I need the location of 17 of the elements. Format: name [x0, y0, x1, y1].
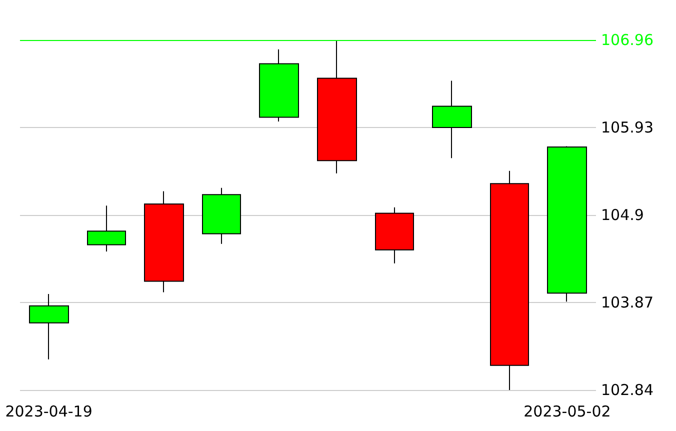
candlestick: [547, 146, 587, 302]
candlestick: [202, 187, 241, 244]
candlestick: [259, 48, 299, 122]
y-tick-label: 103.87: [601, 294, 654, 312]
candlestick: [375, 206, 414, 264]
candlestick: [29, 294, 69, 360]
candlestick: [317, 40, 357, 174]
y-tick-label: 105.93: [601, 118, 654, 136]
y-tick-label: 102.84: [601, 381, 654, 399]
candlestick: [87, 205, 126, 252]
y-tick-label: 106.96: [601, 31, 654, 49]
x-tick-label: 2023-04-19: [5, 402, 92, 420]
candlestick: [432, 80, 472, 159]
candlestick: [144, 190, 184, 293]
y-tick-label: 104.9: [601, 206, 644, 224]
candlestick: [490, 170, 529, 390]
x-tick-label: 2023-05-02: [524, 402, 611, 420]
